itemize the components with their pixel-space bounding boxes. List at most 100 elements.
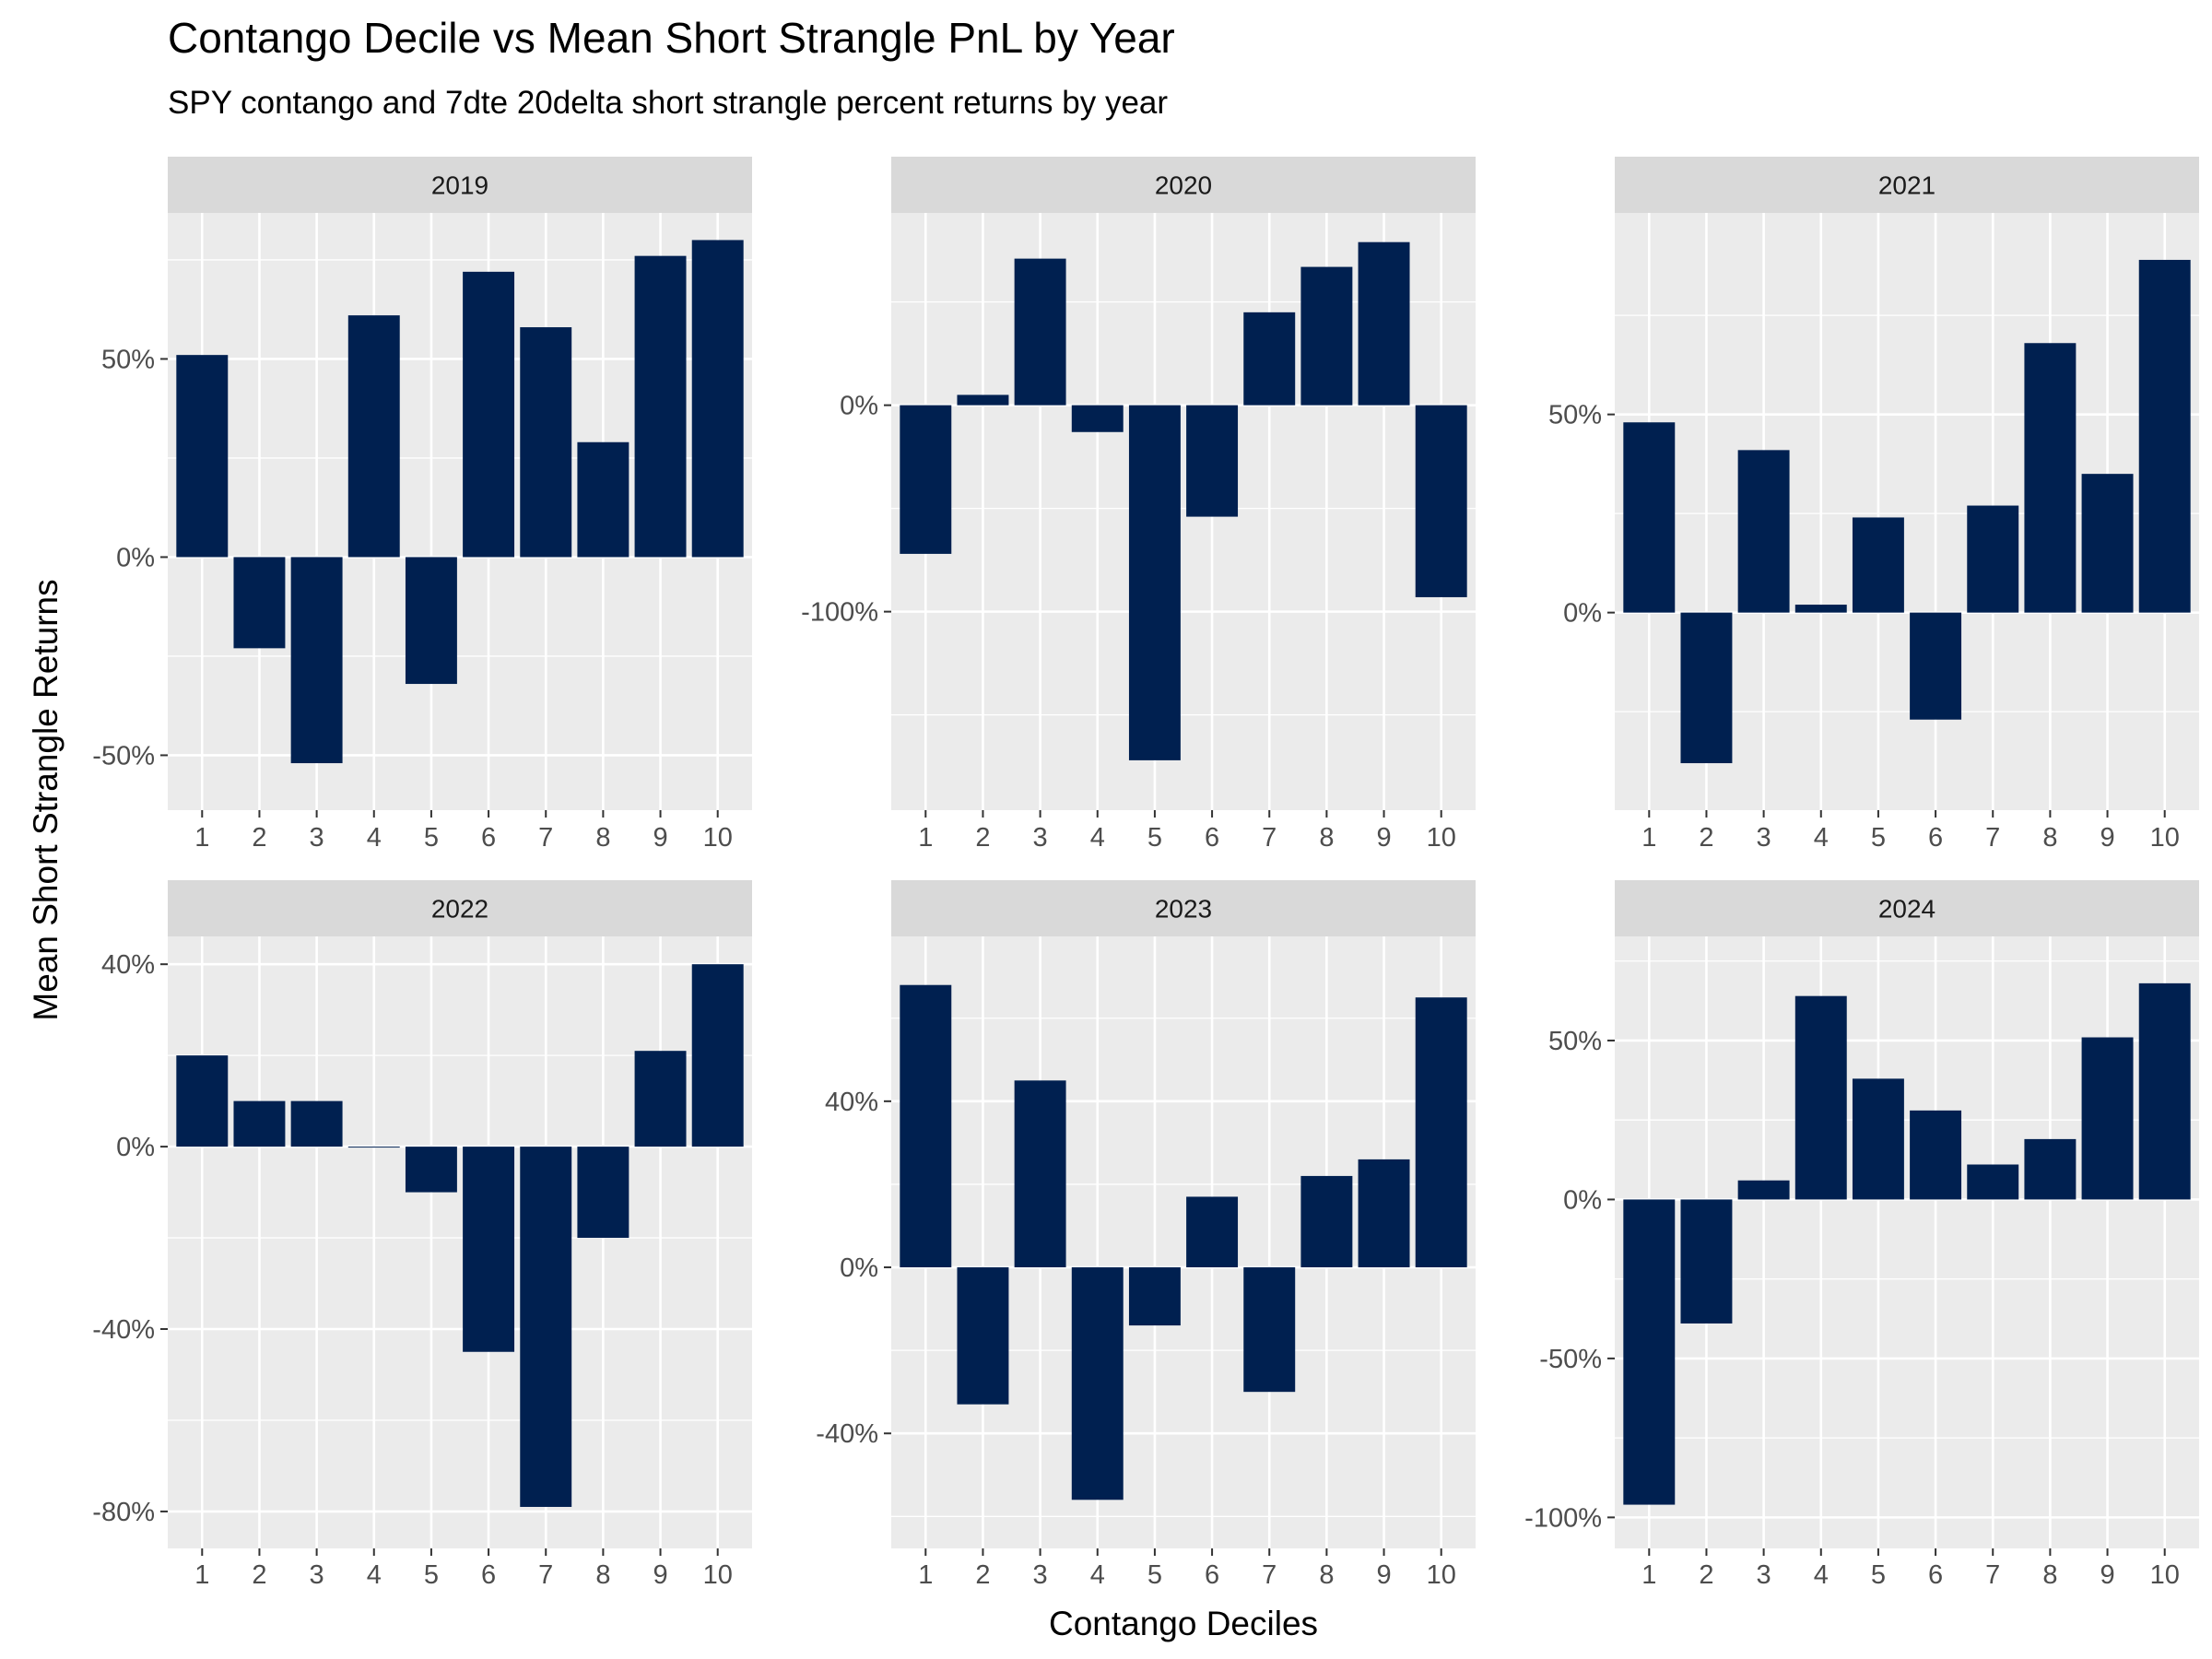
bar — [1014, 1080, 1066, 1268]
bar — [2138, 982, 2191, 1200]
x-tick-label: 5 — [1147, 823, 1162, 853]
bar — [1415, 997, 1467, 1268]
bar — [1623, 422, 1676, 613]
y-tick-label: -100% — [1524, 1503, 1602, 1533]
x-tick-label: 1 — [918, 1560, 933, 1590]
bar — [233, 557, 286, 649]
bar — [1128, 405, 1181, 760]
bar — [1680, 1199, 1733, 1324]
x-tick-label: 10 — [2150, 823, 2180, 853]
x-tick-label: 4 — [1814, 823, 1829, 853]
x-tick-label: 7 — [1262, 823, 1277, 853]
y-tick-label: 50% — [1548, 401, 1602, 430]
bar — [1243, 312, 1296, 406]
bar — [1794, 995, 1847, 1200]
facet-strip-label: 2022 — [431, 895, 488, 924]
x-tick-label: 10 — [1427, 823, 1456, 853]
y-tick-label: 50% — [1548, 1027, 1602, 1056]
y-tick-label: 0% — [116, 543, 155, 572]
bar — [2081, 1037, 2134, 1200]
bar — [1071, 405, 1124, 432]
x-tick-label: 6 — [481, 823, 496, 853]
x-tick-label: 10 — [2150, 1560, 2180, 1590]
bar — [233, 1100, 286, 1147]
bar — [577, 441, 629, 558]
x-tick-label: 1 — [1641, 823, 1656, 853]
bar — [1186, 1196, 1239, 1268]
facet-2021: 2021 0% 50% 1 2 3 4 5 6 7 8 9 10 — [1548, 157, 2199, 853]
bar — [1852, 517, 1904, 613]
x-tick-label: 6 — [1928, 1560, 1943, 1590]
bar — [2024, 1138, 2077, 1200]
x-tick-label: 8 — [2042, 1560, 2057, 1590]
x-tick-label: 7 — [538, 1560, 553, 1590]
y-tick-label: 0% — [840, 392, 878, 421]
bar — [520, 1147, 572, 1507]
bar — [957, 394, 1009, 406]
facet-strip-2020 — [891, 157, 1476, 213]
x-tick-label: 7 — [1262, 1560, 1277, 1590]
y-tick-label: -40% — [92, 1315, 155, 1345]
bar — [900, 984, 952, 1268]
bar — [1852, 1078, 1904, 1200]
bar — [1415, 405, 1467, 597]
x-tick-label: 8 — [1319, 1560, 1334, 1590]
x-tick-label: 2 — [1699, 1560, 1713, 1590]
bar — [405, 557, 457, 685]
x-tick-label: 2 — [1699, 823, 1713, 853]
x-tick-label: 6 — [1205, 823, 1219, 853]
x-tick-label: 7 — [1985, 823, 2000, 853]
bar — [2081, 474, 2134, 613]
x-tick-label: 8 — [595, 823, 610, 853]
bar — [347, 315, 400, 558]
y-tick-label: 50% — [101, 345, 155, 374]
x-tick-label: 4 — [1090, 823, 1105, 853]
x-tick-label: 9 — [1376, 1560, 1391, 1590]
bar — [1737, 1180, 1790, 1200]
bar — [691, 964, 744, 1147]
x-tick-label: 7 — [538, 823, 553, 853]
y-tick-label: -50% — [1539, 1345, 1602, 1374]
x-tick-label: 5 — [1871, 823, 1886, 853]
x-tick-label: 9 — [1376, 823, 1391, 853]
bar — [900, 405, 952, 554]
bar — [463, 271, 515, 558]
x-tick-label: 1 — [1641, 1560, 1656, 1590]
facet-strip-2021 — [1615, 157, 2199, 213]
x-tick-label: 5 — [424, 823, 439, 853]
facet-2020: 2020 -100% 0% 1 2 3 4 5 6 7 8 9 10 — [801, 157, 1476, 853]
bar — [1967, 505, 2019, 613]
y-tick-label: 0% — [1563, 599, 1602, 629]
facet-2024: 2024 -100% -50% 0% 50% 1 2 3 4 5 6 7 8 9 10 — [1524, 880, 2199, 1590]
x-tick-label: 3 — [310, 823, 324, 853]
y-tick-label: 40% — [101, 950, 155, 980]
bar — [1300, 1175, 1353, 1268]
bar — [1300, 266, 1353, 406]
x-tick-label: 5 — [1147, 1560, 1162, 1590]
x-tick-label: 1 — [918, 823, 933, 853]
bar — [2138, 259, 2191, 613]
bar — [1737, 450, 1790, 613]
facet-strip-2023 — [891, 880, 1476, 936]
facet-strip-label: 2020 — [1155, 171, 1212, 200]
x-tick-label: 3 — [1033, 1560, 1048, 1590]
bar — [577, 1147, 629, 1239]
x-tick-label: 8 — [1319, 823, 1334, 853]
x-tick-label: 4 — [1090, 1560, 1105, 1590]
x-tick-label: 6 — [481, 1560, 496, 1590]
x-tick-label: 5 — [1871, 1560, 1886, 1590]
bar — [957, 1267, 1009, 1405]
x-tick-label: 2 — [975, 1560, 990, 1590]
x-tick-label: 1 — [194, 823, 209, 853]
x-tick-label: 8 — [2042, 823, 2057, 853]
bar — [2024, 343, 2077, 613]
bar — [463, 1147, 515, 1352]
x-tick-label: 9 — [653, 1560, 667, 1590]
x-tick-label: 4 — [1814, 1560, 1829, 1590]
bar — [1910, 1110, 1962, 1200]
facet-strip-label: 2021 — [1878, 171, 1936, 200]
x-tick-label: 10 — [1427, 1560, 1456, 1590]
bar — [634, 1051, 687, 1147]
x-tick-label: 10 — [703, 1560, 733, 1590]
